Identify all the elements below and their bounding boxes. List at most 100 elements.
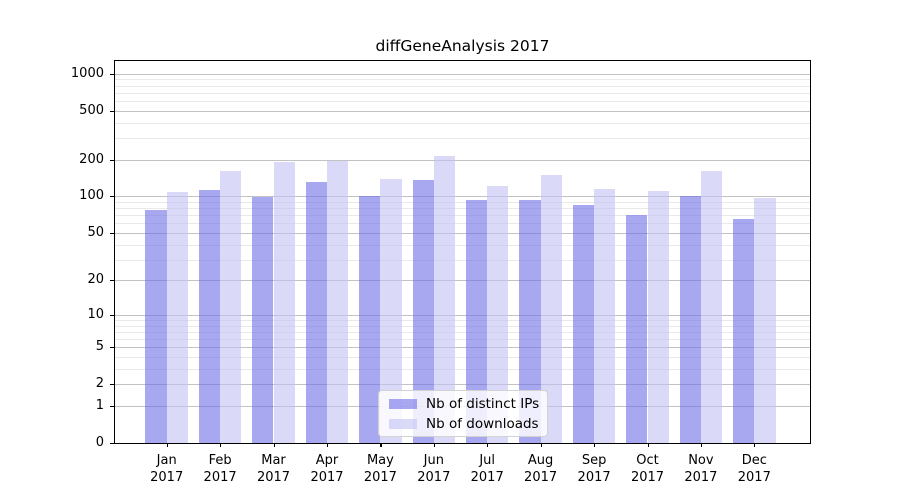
x-tick-mark [487, 443, 489, 447]
y-tick-mark [110, 73, 114, 75]
legend-item-downloads: Nb of downloads [389, 415, 539, 432]
y-tick-mark [110, 314, 114, 316]
x-tick-label: Mar 2017 [244, 452, 304, 486]
gridline-minor [115, 208, 810, 210]
gridline-minor [115, 368, 810, 370]
bar-nb-of-downloads-nov [700, 171, 723, 443]
gridline-minor [115, 223, 810, 225]
y-tick-mark [110, 384, 114, 386]
x-tick-label-month: May [366, 453, 394, 468]
x-tick-mark [754, 443, 756, 447]
y-tick-mark [110, 110, 114, 112]
x-tick-label-year: 2017 [363, 470, 397, 485]
y-tick-mark [110, 280, 114, 282]
x-tick-label: Feb 2017 [190, 452, 250, 486]
x-tick-label-month: Aug [527, 453, 554, 468]
x-tick-label: Jun 2017 [404, 452, 464, 486]
legend-swatch-distinct-ips [389, 398, 417, 409]
gridline-minor [115, 85, 810, 87]
y-tick-mark [110, 406, 114, 408]
y-tick-mark [110, 232, 114, 234]
bar-nb-of-distinct-ips-jul [465, 199, 488, 443]
x-tick-label-year: 2017 [470, 470, 504, 485]
bar-nb-of-distinct-ips-may [359, 196, 381, 443]
gridline-major [115, 159, 810, 161]
plot-area [114, 60, 811, 444]
gridline-minor [115, 319, 810, 321]
x-tick-label: Sep 2017 [564, 452, 624, 486]
x-tick-label-year: 2017 [256, 470, 291, 485]
x-tick-mark [647, 443, 649, 447]
x-tick-label-month: Jan [156, 453, 177, 468]
bar-nb-of-downloads-jun [433, 155, 456, 443]
x-tick-label: Nov 2017 [671, 452, 731, 486]
gridline-major [115, 314, 810, 316]
bar-nb-of-distinct-ips-jan [145, 209, 167, 443]
bar-nb-of-downloads-jan [166, 192, 188, 443]
bar-nb-of-downloads-apr [327, 160, 349, 443]
x-tick-label: Jul 2017 [457, 452, 517, 486]
gridline-major [115, 347, 810, 349]
x-tick-label: Aug 2017 [511, 452, 571, 486]
x-tick-mark [380, 443, 382, 447]
gridline-minor [115, 325, 810, 327]
gridline-minor [115, 79, 810, 81]
x-tick-label-month: Apr [315, 453, 339, 468]
bar-nb-of-distinct-ips-nov [679, 195, 701, 443]
bar-nb-of-downloads-mar [273, 162, 295, 443]
y-tick-label: 2 [95, 376, 104, 392]
gridline-minor [115, 122, 810, 124]
x-tick-label-month: Nov [688, 453, 714, 468]
x-tick-mark [166, 443, 168, 447]
x-tick-label: Dec 2017 [724, 452, 784, 486]
bar-nb-of-distinct-ips-aug [519, 199, 541, 443]
bar-nb-of-distinct-ips-apr [305, 181, 327, 443]
x-tick-label: Oct 2017 [618, 452, 678, 486]
x-tick-label-year: 2017 [684, 470, 718, 485]
bar-nb-of-distinct-ips-sep [572, 204, 595, 443]
y-tick-label: 1000 [70, 65, 104, 81]
y-tick-label: 200 [79, 151, 104, 167]
x-tick-mark [540, 443, 542, 447]
gridline-minor [115, 331, 810, 333]
bar-nb-of-downloads-dec [754, 197, 776, 443]
x-tick-label-year: 2017 [630, 470, 665, 485]
gridline-minor [115, 138, 810, 139]
legend-label-distinct-ips: Nb of distinct IPs [426, 395, 540, 412]
x-tick-label-year: 2017 [150, 470, 184, 485]
gridline-minor [115, 244, 810, 246]
y-tick-label: 5 [95, 339, 104, 355]
x-tick-label-year: 2017 [417, 470, 451, 485]
legend: Nb of distinct IPs Nb of downloads [378, 390, 548, 437]
x-tick-label-month: Oct [636, 453, 659, 468]
bar-nb-of-downloads-aug [540, 174, 562, 443]
x-tick-label-year: 2017 [577, 470, 611, 485]
x-tick-label-year: 2017 [524, 470, 558, 485]
x-tick-mark [220, 443, 222, 447]
gridline-major [115, 280, 810, 282]
x-tick-mark [327, 443, 329, 447]
gridline-minor [115, 339, 810, 340]
x-tick-label-month: Jul [479, 453, 496, 468]
bar-nb-of-distinct-ips-dec [733, 219, 755, 443]
bar-nb-of-distinct-ips-mar [252, 196, 274, 443]
x-tick-label-month: Sep [581, 453, 607, 468]
y-tick-label: 100 [79, 188, 104, 204]
x-tick-label: Jan 2017 [137, 452, 197, 486]
bar-nb-of-downloads-may [380, 178, 402, 443]
legend-label-downloads: Nb of downloads [426, 415, 539, 432]
bar-nb-of-distinct-ips-oct [626, 215, 648, 443]
x-tick-label-month: Jun [423, 453, 444, 468]
gridline-minor [115, 92, 810, 94]
y-tick-label: 500 [79, 102, 104, 118]
x-tick-mark [273, 443, 275, 447]
legend-swatch-downloads [389, 418, 417, 429]
x-tick-label: Apr 2017 [297, 452, 357, 486]
y-tick-label: 1 [95, 398, 104, 413]
y-tick-label: 10 [87, 306, 104, 322]
y-tick-mark [110, 443, 114, 445]
x-tick-label-year: 2017 [203, 470, 237, 485]
x-tick-mark [433, 443, 435, 447]
gridline-minor [115, 201, 810, 203]
